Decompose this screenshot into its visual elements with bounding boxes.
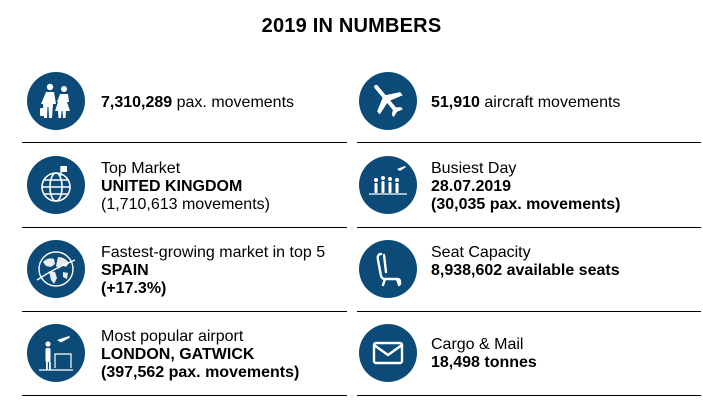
divider <box>22 142 347 143</box>
top-market-value: UNITED KINGDOM <box>101 178 243 195</box>
cargo-stat: Cargo & Mail 18,498 tonnes <box>431 336 537 372</box>
aircraft-value: 51,910 <box>431 94 480 111</box>
globe-icon <box>27 156 85 214</box>
busiest-day-detail: (30,035 pax. movements) <box>431 196 621 213</box>
seat-capacity-value: 8,938,602 available seats <box>431 262 620 279</box>
airplane-icon <box>359 72 417 130</box>
fastest-market-stat: Fastest-growing market in top 5 SPAIN (+… <box>101 244 325 298</box>
seat-icon <box>359 240 417 298</box>
seat-capacity-stat: Seat Capacity 8,938,602 available seats <box>431 244 620 280</box>
top-market-stat: Top Market UNITED KINGDOM (1,710,613 mov… <box>101 160 270 214</box>
divider <box>22 395 347 396</box>
fastest-market-detail: (+17.3%) <box>101 280 167 297</box>
passengers-icon <box>27 72 85 130</box>
page-title: 2019 IN NUMBERS <box>261 15 442 37</box>
cargo-heading: Cargo & Mail <box>431 336 524 353</box>
pax-movements-stat: 7,310,289 pax. movements <box>101 94 294 112</box>
seat-capacity-heading: Seat Capacity <box>431 244 531 261</box>
divider <box>357 311 701 312</box>
top-market-detail: (1,710,613 movements) <box>101 196 270 213</box>
popular-airport-detail: (397,562 pax. movements) <box>101 364 300 381</box>
divider <box>22 227 347 228</box>
fastest-market-heading: Fastest-growing market in top 5 <box>101 244 326 261</box>
divider <box>357 142 701 143</box>
divider <box>357 227 701 228</box>
divider <box>22 311 347 312</box>
busiest-day-stat: Busiest Day 28.07.2019 (30,035 pax. move… <box>431 160 620 214</box>
busiest-day-value: 28.07.2019 <box>431 178 512 195</box>
busiest-day-heading: Busiest Day <box>431 160 517 177</box>
popular-airport-heading: Most popular airport <box>101 328 244 345</box>
crowd-icon <box>359 156 417 214</box>
aircraft-label: aircraft movements <box>479 94 621 111</box>
pax-label: pax. movements <box>172 94 295 111</box>
cargo-value: 18,498 tonnes <box>431 354 537 371</box>
fastest-market-value: SPAIN <box>101 262 149 279</box>
divider <box>357 395 701 396</box>
airport-traveller-icon <box>27 324 85 382</box>
pax-value: 7,310,289 <box>101 94 173 111</box>
world-map-icon <box>27 240 85 298</box>
popular-airport-value: LONDON, GATWICK <box>101 346 255 363</box>
envelope-icon <box>359 324 417 382</box>
popular-airport-stat: Most popular airport LONDON, GATWICK (39… <box>101 328 299 382</box>
top-market-heading: Top Market <box>101 160 181 177</box>
aircraft-movements-stat: 51,910 aircraft movements <box>431 94 620 112</box>
